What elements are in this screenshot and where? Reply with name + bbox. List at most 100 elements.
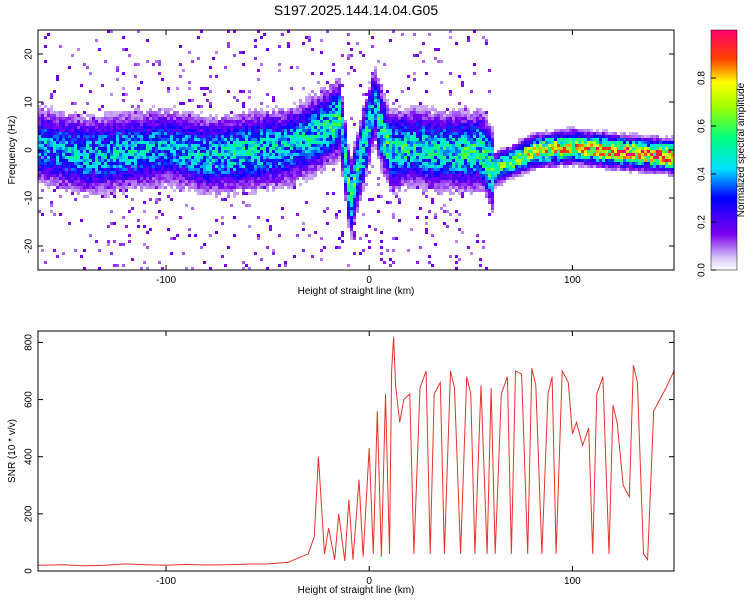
spectrogram-cell — [224, 117, 227, 120]
spectrogram-cell — [44, 144, 47, 147]
spectrogram-cell — [221, 186, 224, 189]
spectrogram-cell — [149, 171, 152, 174]
spectrogram-cell — [434, 183, 437, 186]
spectrogram-cell — [275, 153, 278, 156]
spectrogram-cell — [86, 180, 89, 183]
spectrogram-cell — [293, 156, 296, 159]
spectrogram-cell — [341, 132, 344, 135]
spectrogram-cell — [110, 177, 113, 180]
spectrogram-cell — [218, 126, 221, 129]
spectrogram-cell — [557, 138, 560, 141]
spectrogram-cell — [179, 63, 182, 66]
spectrogram-cell — [542, 150, 545, 153]
spectrogram-cell — [584, 156, 587, 159]
spectrogram-cell — [128, 162, 131, 165]
spectrogram-cell — [170, 129, 173, 132]
spectrogram-cell — [464, 114, 467, 117]
spectrogram-cell — [425, 228, 428, 231]
spectrogram-cell — [107, 153, 110, 156]
spectrogram-cell — [176, 132, 179, 135]
spectrogram-cell — [308, 117, 311, 120]
spectrogram-cell — [464, 138, 467, 141]
spectrogram-cell — [218, 189, 221, 192]
spectrogram-cell — [230, 162, 233, 165]
spectrogram-cell — [488, 192, 491, 195]
spectrogram-cell — [59, 171, 62, 174]
spectrogram-cell — [572, 156, 575, 159]
spectrogram-cell — [113, 174, 116, 177]
spectrogram-cell — [404, 108, 407, 111]
spectrogram-cell — [191, 123, 194, 126]
spectrogram-cell — [437, 153, 440, 156]
spectrogram-cell — [122, 36, 125, 39]
spectrogram-cell — [383, 171, 386, 174]
spectrogram-cell — [134, 108, 137, 111]
spectrogram-cell — [485, 147, 488, 150]
spectrogram-cell — [377, 144, 380, 147]
spectrogram-cell — [230, 168, 233, 171]
spectrogram-cell — [278, 234, 281, 237]
spectrogram-cell — [257, 216, 260, 219]
spectrogram-cell — [431, 117, 434, 120]
spectrogram-cell — [359, 192, 362, 195]
spectrogram-cell — [407, 111, 410, 114]
spectrogram-cell — [443, 147, 446, 150]
spectrogram-cell — [161, 129, 164, 132]
spectrogram-cell — [215, 156, 218, 159]
spectrogram-cell — [242, 180, 245, 183]
spectrogram-cell — [440, 180, 443, 183]
spectrogram-cell — [296, 135, 299, 138]
spectrogram-cell — [332, 132, 335, 135]
spectrogram-cell — [446, 177, 449, 180]
spectrogram-cell — [320, 126, 323, 129]
spectrogram-cell — [44, 177, 47, 180]
spectrogram-cell — [194, 183, 197, 186]
spectrogram-cell — [173, 165, 176, 168]
spectrogram-cell — [425, 129, 428, 132]
spectrogram-cell — [344, 162, 347, 165]
spectrogram-cell — [83, 153, 86, 156]
spectrogram-cell — [311, 150, 314, 153]
spectrogram-cell — [164, 147, 167, 150]
spectrogram-cell — [236, 120, 239, 123]
spectrogram-cell — [353, 231, 356, 234]
spectrogram-cell — [245, 117, 248, 120]
spectrogram-cell — [452, 111, 455, 114]
spectrogram-cell — [413, 177, 416, 180]
spectrogram-cell — [416, 117, 419, 120]
spectrogram-cell — [356, 171, 359, 174]
spectrogram-cell — [341, 84, 344, 87]
spectrogram-cell — [515, 171, 518, 174]
spectrogram-cell — [197, 120, 200, 123]
spectrogram-cell — [251, 135, 254, 138]
spectrogram-cell — [146, 126, 149, 129]
spectrogram-cell — [170, 147, 173, 150]
spectrogram-cell — [371, 141, 374, 144]
spectrogram-cell — [119, 129, 122, 132]
spectrogram-cell — [92, 186, 95, 189]
spectrogram-cell — [425, 168, 428, 171]
spectrogram-cell — [68, 186, 71, 189]
spectrogram-cell — [266, 150, 269, 153]
spectrogram-cell — [395, 150, 398, 153]
spectrogram-cell — [473, 147, 476, 150]
spectrogram-cell — [233, 117, 236, 120]
spectrogram-cell — [77, 48, 80, 51]
spectrogram-cell — [209, 192, 212, 195]
spectrogram-cell — [41, 174, 44, 177]
spectrogram-cell — [563, 129, 566, 132]
spectrogram-cell — [200, 153, 203, 156]
spectrogram-cell — [368, 135, 371, 138]
spectrogram-cell — [461, 117, 464, 120]
spectrogram-cell — [368, 153, 371, 156]
spectrogram-cell — [170, 174, 173, 177]
spectrogram-cell — [428, 129, 431, 132]
spectrogram-cell — [161, 183, 164, 186]
spectrogram-cell — [356, 204, 359, 207]
spectrogram-cell — [458, 189, 461, 192]
spectrogram-cell — [455, 132, 458, 135]
spectrogram-cell — [71, 120, 74, 123]
spectrogram-cell — [251, 132, 254, 135]
spectrogram-cell — [116, 162, 119, 165]
spectrogram-cell — [446, 210, 449, 213]
